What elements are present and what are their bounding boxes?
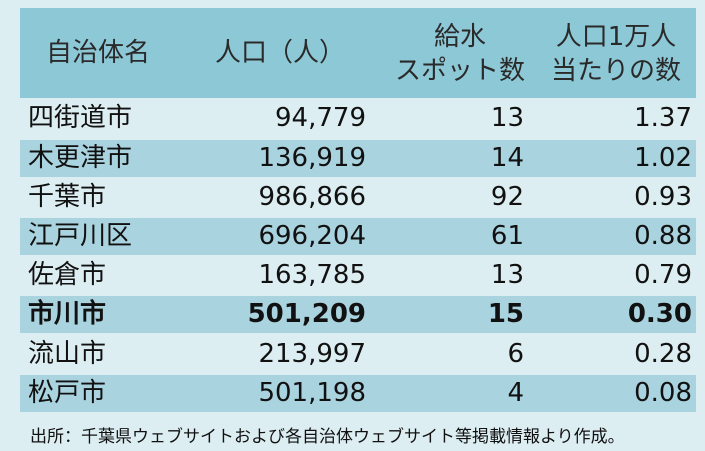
header-ratio-line1: 人口1万人	[555, 22, 677, 52]
header-spots-line2: スポット数	[394, 56, 525, 86]
cell-spots: 4	[507, 378, 524, 408]
cell-municipality: 佐倉市	[28, 260, 107, 290]
table-row: 佐倉市 163,785 13 0.79	[20, 257, 696, 294]
cell-spots: 13	[490, 103, 524, 133]
cell-municipality: 木更津市	[28, 143, 133, 173]
cell-ratio: 0.88	[634, 221, 692, 251]
table-row: 流山市 213,997 6 0.28	[20, 336, 696, 373]
cell-population: 94,779	[275, 103, 366, 133]
cell-population: 501,209	[247, 299, 366, 329]
cell-municipality: 市川市	[28, 299, 107, 329]
cell-ratio: 0.28	[634, 339, 692, 369]
cell-spots: 92	[490, 182, 524, 212]
cell-population: 163,785	[258, 260, 366, 290]
table-row: 四街道市 94,779 13 1.37	[20, 100, 696, 137]
header-spots: 給水 スポット数	[392, 20, 528, 88]
cell-ratio: 1.02	[634, 143, 692, 173]
table-row: 千葉市 986,866 92 0.93	[20, 179, 696, 216]
cell-ratio: 0.08	[634, 378, 692, 408]
cell-population: 136,919	[258, 143, 366, 173]
cell-population: 213,997	[258, 339, 366, 369]
cell-population: 986,866	[258, 182, 366, 212]
cell-municipality: 千葉市	[28, 182, 107, 212]
cell-municipality: 江戸川区	[28, 221, 133, 251]
cell-spots: 13	[490, 260, 524, 290]
cell-municipality: 四街道市	[28, 103, 133, 133]
cell-spots: 14	[490, 143, 524, 173]
cell-municipality: 松戸市	[28, 378, 107, 408]
cell-spots: 6	[507, 339, 524, 369]
cell-ratio: 1.37	[634, 103, 692, 133]
table-row: 木更津市 136,919 14 1.02	[20, 140, 696, 177]
cell-population: 501,198	[258, 378, 366, 408]
header-spots-line1: 給水	[433, 22, 486, 52]
source-note: 出所：千葉県ウェブサイトおよび各自治体ウェブサイト等掲載情報より作成。	[30, 427, 625, 447]
header-municipality: 自治体名	[46, 38, 151, 68]
table-row: 松戸市 501,198 4 0.08	[20, 375, 696, 412]
header-ratio: 人口1万人 当たりの数	[542, 20, 690, 88]
header-population: 人口（人）	[215, 38, 346, 68]
cell-population: 696,204	[258, 221, 366, 251]
table-row-highlighted: 市川市 501,209 15 0.30	[20, 296, 696, 333]
cell-spots: 61	[490, 221, 524, 251]
cell-spots: 15	[487, 299, 524, 329]
header-ratio-line2: 当たりの数	[550, 56, 681, 86]
table-header: 自治体名 人口（人） 給水 スポット数 人口1万人 当たりの数	[20, 8, 696, 98]
cell-ratio: 0.93	[634, 182, 692, 212]
table-row: 江戸川区 696,204 61 0.88	[20, 218, 696, 255]
cell-ratio: 0.30	[627, 299, 692, 329]
cell-ratio: 0.79	[634, 260, 692, 290]
cell-municipality: 流山市	[28, 339, 107, 369]
